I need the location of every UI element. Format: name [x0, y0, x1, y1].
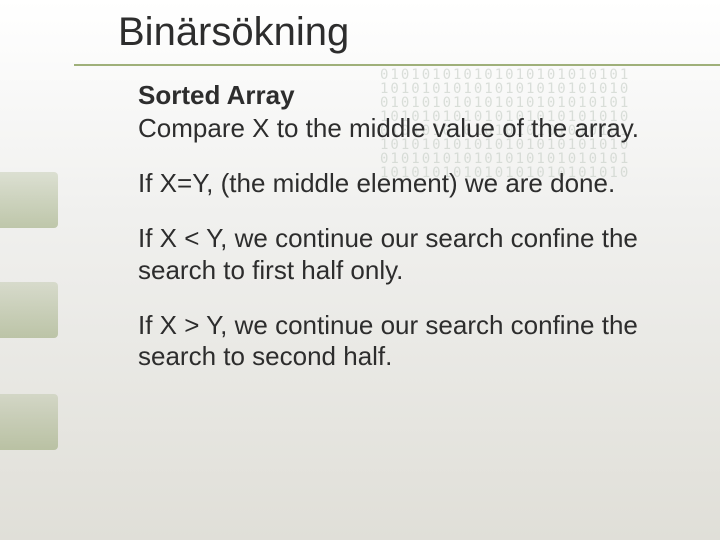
- accent-bar-3: [0, 394, 58, 450]
- paragraph-3: If X < Y, we continue our search confine…: [138, 223, 680, 285]
- content-subtitle: Sorted Array: [138, 80, 680, 111]
- slide-title: Binärsökning: [118, 10, 349, 55]
- paragraph-2: If X=Y, (the middle element) we are done…: [138, 168, 680, 199]
- accent-bar-2: [0, 282, 58, 338]
- title-divider: [74, 64, 720, 66]
- slide-content: Sorted Array Compare X to the middle val…: [138, 80, 680, 372]
- paragraph-4: If X > Y, we continue our search confine…: [138, 310, 680, 372]
- accent-bar-1: [0, 172, 58, 228]
- paragraph-1: Compare X to the middle value of the arr…: [138, 113, 680, 144]
